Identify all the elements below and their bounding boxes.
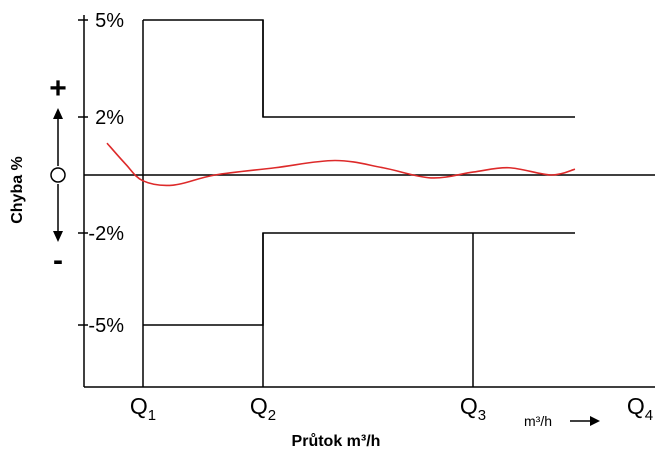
error-envelope [142,19,575,387]
x-unit-label: m³/h [524,413,552,429]
x-tick-label: Q4 [627,393,653,424]
minus-sign: - [53,244,63,277]
lower-limit-line [143,232,575,326]
x-tick-label: Q1 [130,393,156,424]
x-axis-title: Průtok m³/h [292,433,381,450]
error-curve [106,142,576,187]
x-tick-labels: Q1 Q2 Q3 Q4 [130,393,653,424]
upper-limit-line [143,19,575,118]
up-arrow-head [53,108,63,119]
error-curve-line [106,142,576,187]
y-axis-indicator [50,108,600,426]
zero-circle [50,167,66,183]
plot-frame [78,15,655,388]
y-tick-label: 5% [95,10,124,32]
plus-sign: + [49,72,67,105]
x-tick-label: Q2 [250,393,276,424]
unit-arrow-head [590,416,600,426]
y-tick-label: 2% [95,107,124,129]
y-tick-labels: 5% 2% -2% -5% [88,10,124,337]
y-tick-label: -2% [88,223,124,245]
down-arrow-head [53,231,63,242]
y-axis-title: Chyba % [9,156,26,224]
y-tick-label: -5% [88,315,124,337]
x-tick-label: Q3 [460,393,486,424]
